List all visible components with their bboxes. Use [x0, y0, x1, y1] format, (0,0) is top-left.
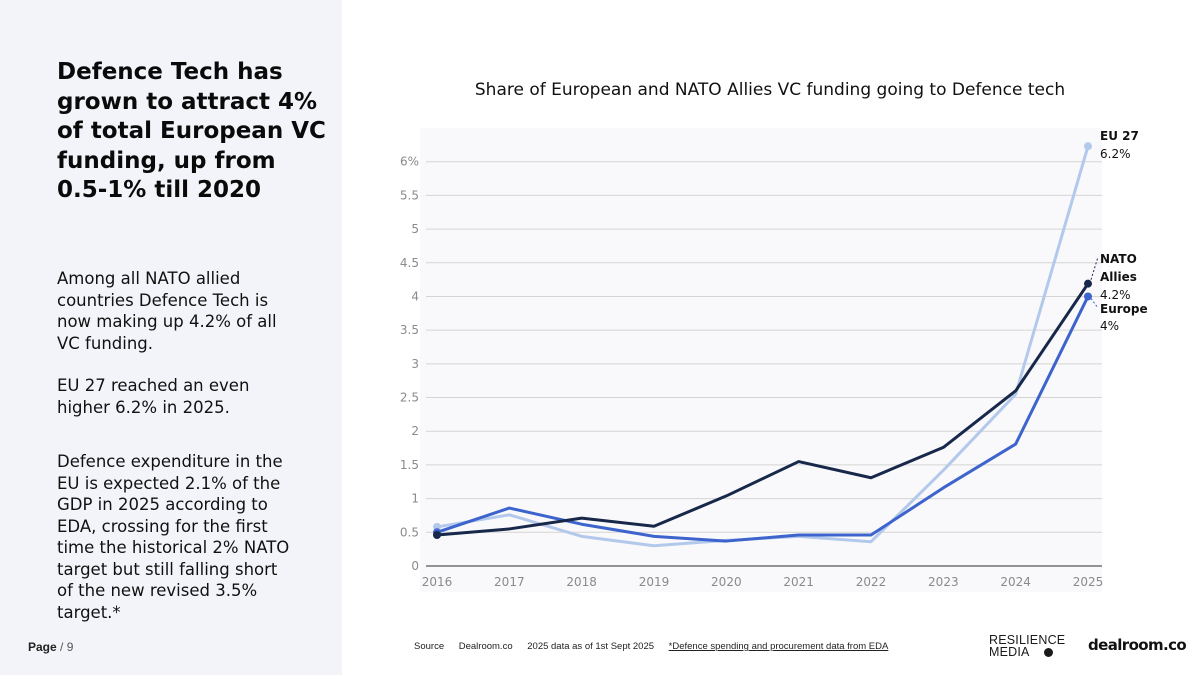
end-label-eu27-name: EU 27	[1100, 129, 1139, 143]
page-separator: /	[60, 640, 64, 654]
leader-line-europe	[1090, 298, 1099, 309]
globe-icon	[1043, 648, 1053, 657]
y-tick-label: 3.5	[400, 323, 419, 337]
data-point-europe	[1084, 292, 1092, 301]
paragraph-expenditure: Defence expenditure in the EU is expecte…	[57, 452, 290, 622]
page-value: 9	[66, 640, 74, 654]
dealroom-logo: dealroom.co	[1088, 636, 1187, 654]
end-label-europe-value: 4%	[1100, 319, 1119, 333]
series-line-nato	[435, 282, 1090, 537]
x-tick-label: 2020	[711, 575, 742, 589]
footnote-link[interactable]: *Defence spending and procurement data f…	[668, 641, 889, 652]
y-tick-label: 0.5	[400, 525, 419, 539]
y-tick-label: 1.5	[400, 458, 419, 472]
y-tick-label: 2	[411, 424, 419, 438]
end-label-nato-name-2: Allies	[1100, 270, 1137, 284]
y-tick-label: 5.5	[400, 188, 419, 202]
y-tick-label: 0	[411, 559, 419, 573]
page-label: Page	[28, 640, 57, 654]
plot-background	[420, 128, 1102, 592]
end-label-eu27-value: 6.2%	[1100, 147, 1131, 161]
data-note: 2025 data as of 1st Sept 2025	[527, 641, 655, 652]
x-tick-label: 2025	[1073, 575, 1104, 589]
data-point-eu27	[1084, 142, 1092, 151]
end-label-europe-name: Europe	[1100, 302, 1148, 316]
resilience-media-logo: RESILIENCE MEDIA	[989, 633, 1066, 659]
footer: Source Dealroom.co 2025 data as of 1st S…	[414, 641, 888, 652]
x-tick-label: 2016	[422, 575, 453, 589]
resilience-logo-line1: RESILIENCE	[989, 633, 1066, 647]
chart-title: Share of European and NATO Allies VC fun…	[474, 80, 1066, 100]
end-label-nato-name: NATO	[1100, 252, 1137, 266]
headline: Defence Tech has grown to attract 4% of …	[57, 59, 326, 203]
source-name: Dealroom.co	[458, 641, 513, 652]
x-tick-label: 2018	[566, 575, 597, 589]
series-end-labels: EU 27 6.2% NATO Allies 4.2%Europe 4%	[1090, 129, 1148, 333]
page-number: Page / 9	[28, 640, 73, 654]
data-point-nato	[1084, 279, 1092, 288]
left-panel: Defence Tech has grown to attract 4% of …	[0, 0, 342, 675]
data-point-nato	[433, 531, 441, 540]
y-axis-ticks: 0 0.5 1 1.5 2 2.5 3 3.5 4 4.5 5 5.5 6%	[400, 155, 419, 573]
y-tick-label: 1	[411, 492, 419, 506]
end-label-nato-value: 4.2%	[1100, 288, 1131, 302]
y-tick-label: 5	[411, 222, 419, 236]
y-tick-label: 3	[411, 357, 419, 371]
line-chart: 00.511.522.533.544.555.56% 2016 2017 2018 2…	[400, 128, 1148, 592]
x-tick-label: 2024	[1000, 575, 1031, 589]
x-axis-ticks: 2016 2017 2018 2019 2020 2021 2022 2023 2024 2025	[422, 575, 1104, 589]
x-tick-label: 2019	[639, 575, 670, 589]
x-tick-label: 2023	[928, 575, 959, 589]
y-tick-label: 6%	[400, 155, 419, 169]
y-tick-label: 2.5	[400, 391, 419, 405]
x-tick-label: 2022	[856, 575, 887, 589]
series-line-europe	[435, 294, 1090, 543]
paragraph-nato: Among all NATO allied countries Defence …	[57, 269, 277, 353]
grid-lines	[426, 161, 1102, 567]
x-tick-label: 2021	[783, 575, 814, 589]
y-tick-label: 4.5	[400, 256, 419, 270]
paragraph-eu27: EU 27 reached an even higher 6.2% in 202…	[57, 376, 250, 417]
x-tick-label: 2017	[494, 575, 525, 589]
resilience-logo-line2: MEDIA	[989, 645, 1030, 659]
series-lines	[433, 142, 1092, 548]
source-label: Source	[414, 641, 445, 652]
y-tick-label: 4	[411, 289, 419, 303]
